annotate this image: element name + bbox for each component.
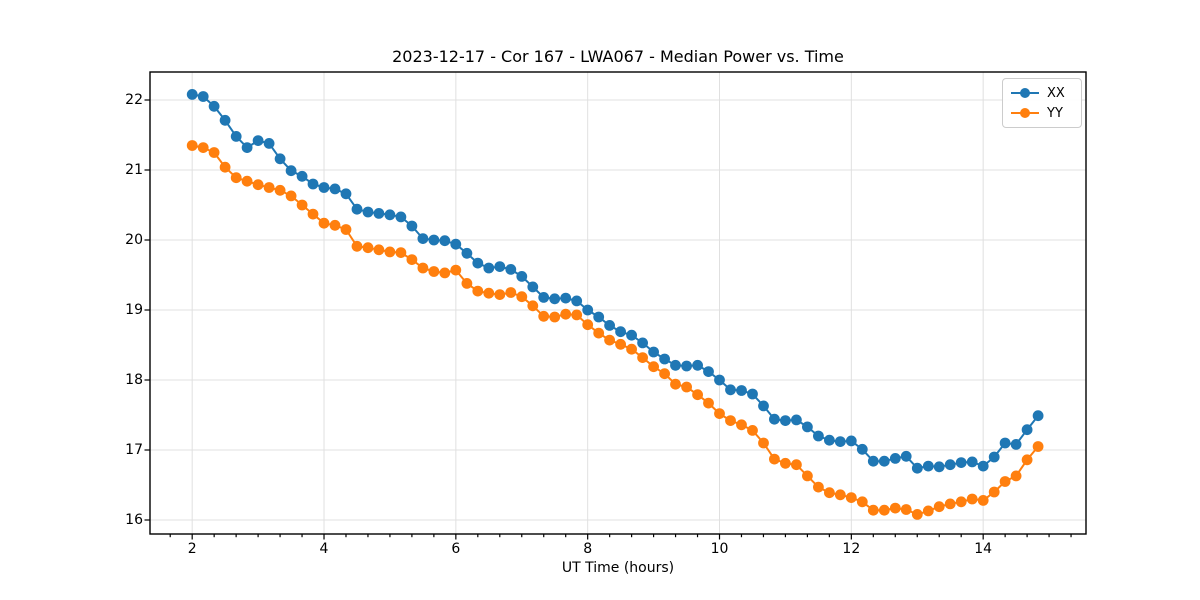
legend-label-xx: XX [1047,85,1065,101]
legend-item-xx: XX [1010,83,1073,103]
x-tick-label: 12 [842,541,861,557]
x-tick-label: 6 [451,541,461,557]
x-tick-label: 14 [974,541,993,557]
legend-sample-yy-icon [1011,108,1039,118]
y-tick-label: 21 [125,161,143,178]
plot-frame [149,71,1087,535]
y-tick-label: 18 [125,371,143,388]
legend-item-yy: YY [1010,103,1073,123]
y-tick-label: 17 [125,441,143,458]
x-tick-label: 4 [319,541,329,557]
x-axis-ticks [169,534,1072,540]
series-yy [186,140,1044,520]
x-tick-label: 2 [187,541,197,557]
x-axis-label: UT Time (hours) [561,560,675,576]
legend-sample-xx-icon [1011,88,1039,98]
y-tick-label: 22 [125,91,143,108]
x-tick-label: 8 [583,541,593,557]
legend: XX YY [1002,78,1082,128]
y-tick-label: 19 [125,301,143,318]
legend-label-yy: YY [1047,105,1063,121]
x-tick-label: 10 [710,541,729,557]
chart-title: 2023-12-17 - Cor 167 - LWA067 - Median P… [392,47,844,66]
y-tick-label: 20 [125,231,143,248]
series-xx [186,89,1044,474]
grid [150,72,1086,534]
y-tick-label: 16 [125,511,143,528]
y-axis-ticks [144,99,150,521]
